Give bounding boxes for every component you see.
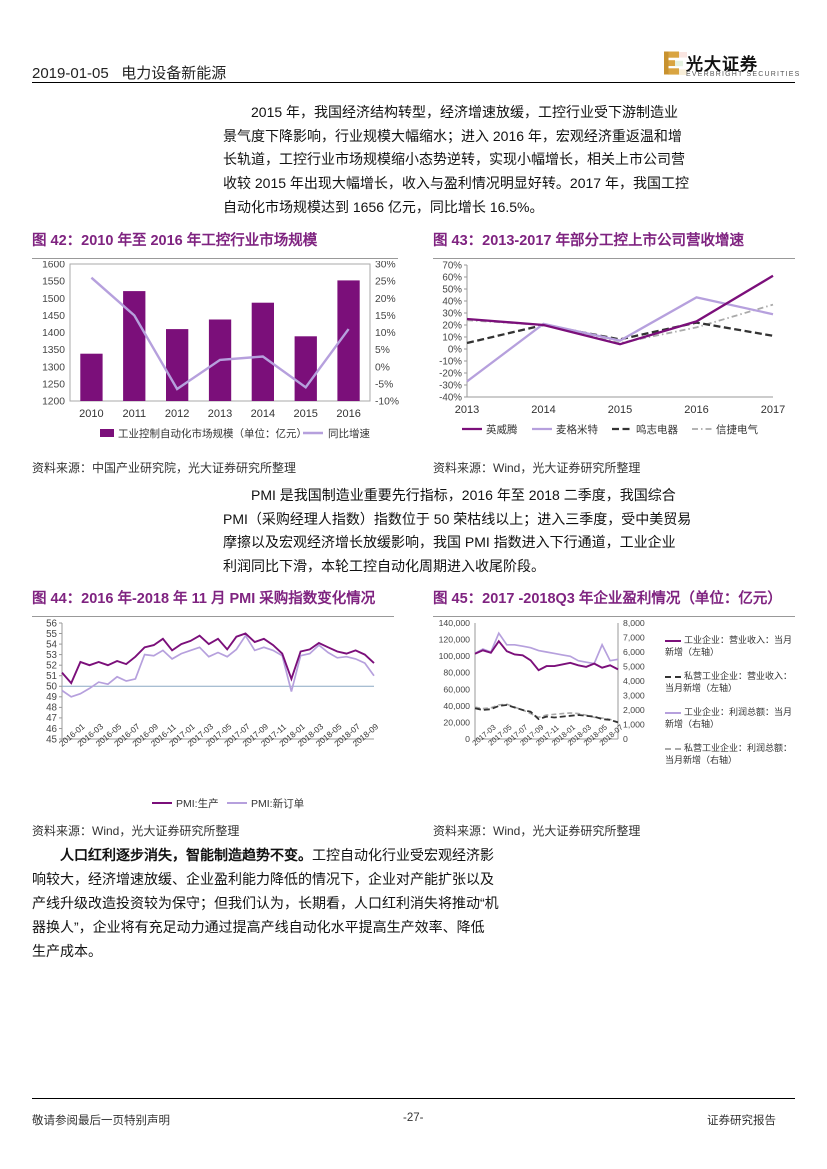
svg-text:60%: 60%: [442, 272, 462, 283]
svg-text:30%: 30%: [442, 308, 462, 319]
svg-text:1450: 1450: [42, 311, 65, 322]
svg-text:-20%: -20%: [439, 368, 462, 379]
svg-text:20%: 20%: [375, 294, 396, 305]
svg-text:53: 53: [46, 650, 57, 661]
svg-text:7,000: 7,000: [623, 633, 645, 643]
svg-text:麦格米特: 麦格米特: [556, 423, 598, 436]
svg-text:2014: 2014: [531, 404, 555, 416]
svg-text:25%: 25%: [375, 277, 396, 288]
svg-text:同比增速: 同比增速: [328, 427, 370, 440]
svg-text:80,000: 80,000: [443, 668, 470, 678]
svg-text:1600: 1600: [42, 261, 65, 271]
svg-text:1250: 1250: [42, 379, 65, 390]
svg-text:信捷电气: 信捷电气: [716, 423, 758, 436]
svg-text:140,000: 140,000: [439, 619, 471, 628]
svg-text:8,000: 8,000: [623, 619, 645, 628]
svg-text:47: 47: [46, 713, 57, 724]
svg-text:鸣志电器: 鸣志电器: [636, 423, 678, 436]
svg-text:10%: 10%: [375, 328, 396, 339]
svg-text:55: 55: [46, 629, 57, 640]
svg-text:0: 0: [623, 734, 628, 744]
svg-text:PMI:新订单: PMI:新订单: [251, 797, 304, 810]
svg-text:-10%: -10%: [439, 356, 462, 367]
svg-text:50%: 50%: [442, 284, 462, 295]
svg-text:52: 52: [46, 661, 57, 672]
svg-text:2014: 2014: [251, 408, 275, 420]
svg-text:15%: 15%: [375, 311, 396, 322]
svg-text:2017: 2017: [761, 404, 785, 416]
svg-text:1300: 1300: [42, 362, 65, 373]
svg-text:6,000: 6,000: [623, 647, 645, 657]
svg-text:工业控制自动化市场规模（单位：亿元）: 工业控制自动化市场规模（单位：亿元）: [118, 427, 307, 440]
svg-text:PMI:生产: PMI:生产: [176, 797, 219, 810]
svg-text:1200: 1200: [42, 397, 65, 408]
svg-text:20%: 20%: [442, 320, 462, 331]
svg-text:51: 51: [46, 671, 57, 682]
svg-text:2013: 2013: [455, 404, 479, 416]
svg-text:120,000: 120,000: [439, 635, 471, 645]
svg-text:56: 56: [46, 619, 57, 629]
svg-text:49: 49: [46, 692, 57, 703]
svg-text:-40%: -40%: [439, 392, 462, 403]
svg-text:2015: 2015: [608, 404, 632, 416]
svg-text:2013: 2013: [208, 408, 232, 420]
svg-text:1350: 1350: [42, 345, 65, 356]
svg-text:1500: 1500: [42, 294, 65, 305]
svg-text:10%: 10%: [442, 332, 462, 343]
svg-text:-5%: -5%: [375, 379, 393, 390]
svg-text:2,000: 2,000: [623, 705, 645, 715]
svg-text:2016: 2016: [336, 408, 360, 420]
svg-text:英威腾: 英威腾: [486, 423, 518, 436]
svg-text:70%: 70%: [442, 261, 462, 271]
svg-text:30%: 30%: [375, 261, 396, 271]
svg-text:2011: 2011: [122, 408, 146, 420]
svg-text:0%: 0%: [375, 362, 390, 373]
svg-text:0%: 0%: [448, 344, 462, 355]
svg-text:46: 46: [46, 724, 57, 735]
svg-text:5,000: 5,000: [623, 662, 645, 672]
svg-text:4,000: 4,000: [623, 676, 645, 686]
svg-text:2012: 2012: [165, 408, 189, 420]
svg-text:50: 50: [46, 682, 57, 693]
svg-text:20,000: 20,000: [443, 717, 470, 727]
svg-text:1,000: 1,000: [623, 720, 645, 730]
svg-text:100,000: 100,000: [439, 651, 471, 661]
svg-text:0: 0: [465, 734, 470, 744]
svg-text:5%: 5%: [375, 345, 390, 356]
svg-text:-10%: -10%: [375, 397, 399, 408]
svg-text:48: 48: [46, 703, 57, 714]
svg-text:2016: 2016: [684, 404, 708, 416]
svg-text:-30%: -30%: [439, 380, 462, 391]
svg-text:54: 54: [46, 639, 57, 650]
svg-text:2010: 2010: [79, 408, 103, 420]
svg-text:45: 45: [46, 734, 57, 745]
svg-text:3,000: 3,000: [623, 691, 645, 701]
svg-text:40,000: 40,000: [443, 701, 470, 711]
svg-text:2015: 2015: [293, 408, 317, 420]
svg-text:60,000: 60,000: [443, 684, 470, 694]
svg-text:40%: 40%: [442, 296, 462, 307]
svg-text:1550: 1550: [42, 277, 65, 288]
svg-text:1400: 1400: [42, 328, 65, 339]
